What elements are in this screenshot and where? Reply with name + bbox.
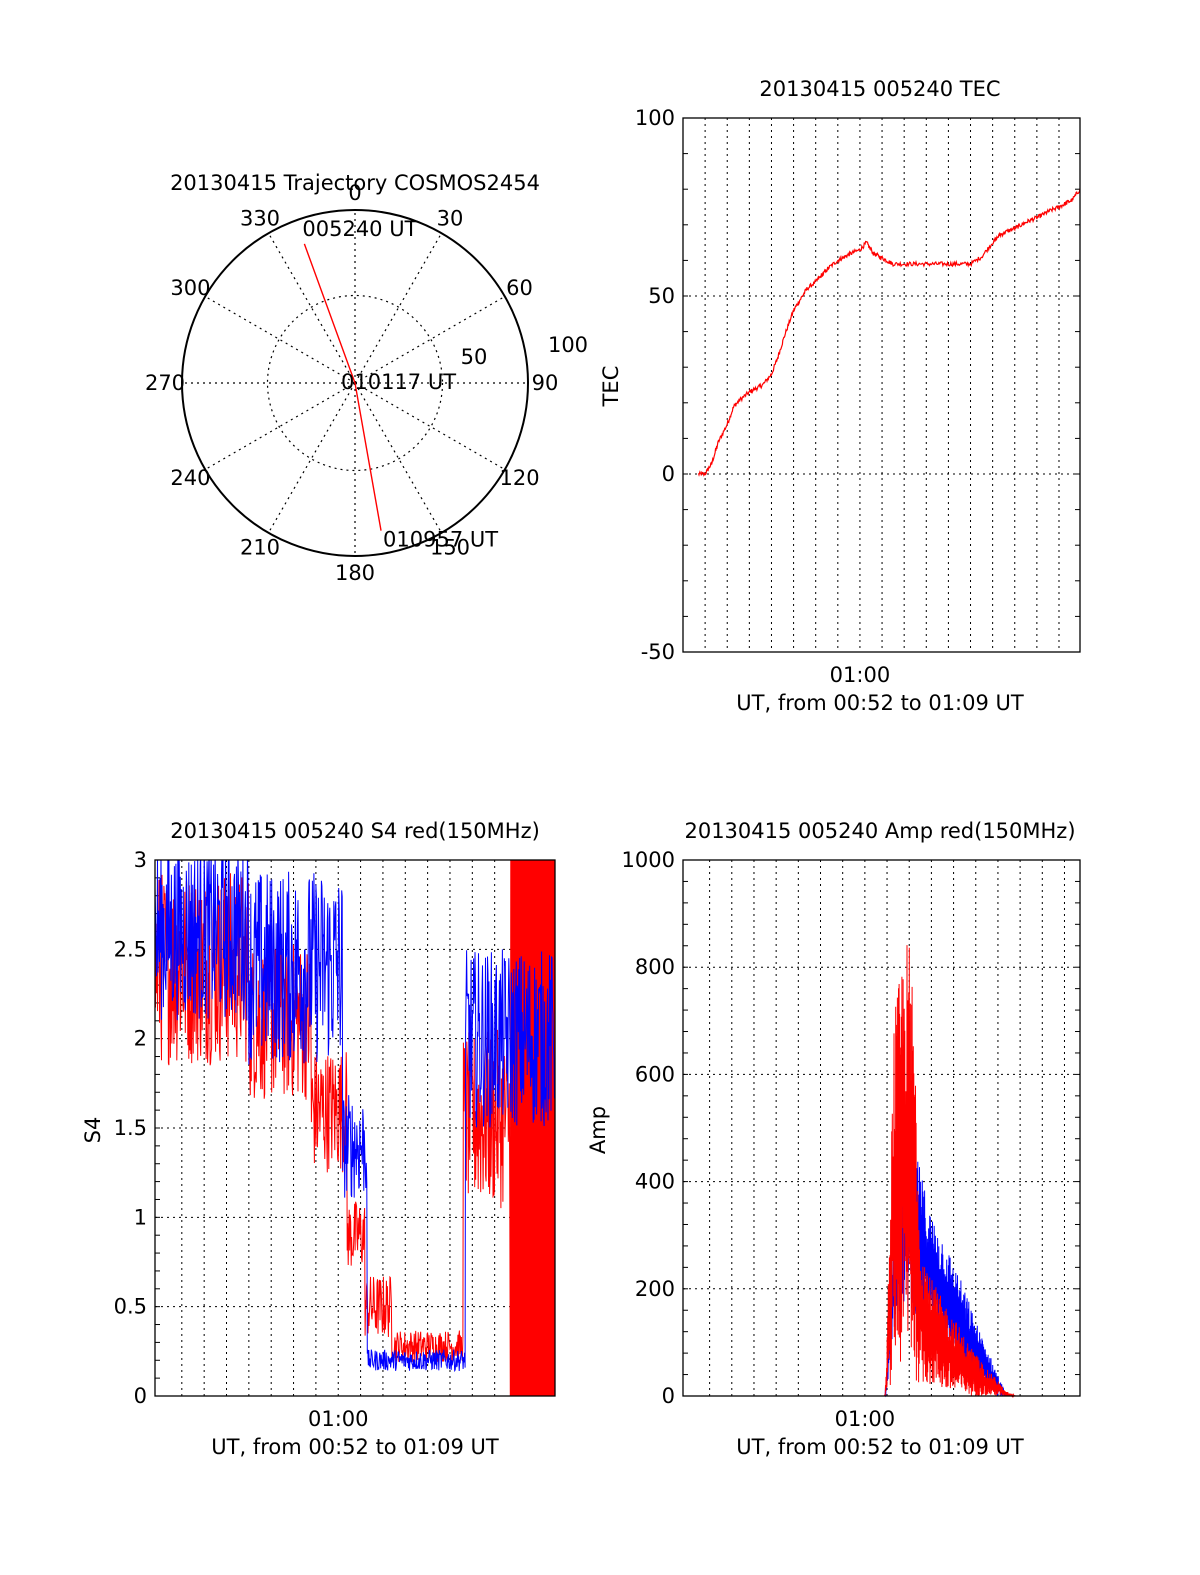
amp-frame — [682, 859, 1081, 1397]
tec-ytick-label: -50 — [641, 640, 675, 664]
trajectory-track — [303, 243, 382, 531]
polar-radial-label: 50 — [461, 345, 488, 369]
trajectory-point-label: 005240 UT — [302, 217, 417, 241]
tec-chart: 20130415 005240 TEC UT, from 00:52 to 01… — [599, 77, 1081, 715]
amp-title: 20130415 005240 Amp red(150MHz) — [684, 819, 1075, 843]
trajectory-point-labels: 005240 UT 010117 UT 010957 UT — [302, 217, 498, 552]
s4-ytick-label: 2 — [134, 1027, 147, 1051]
tec-xtick-label: 01:00 — [830, 663, 891, 687]
polar-spoke — [267, 232, 356, 384]
s4-title: 20130415 005240 S4 red(150MHz) — [170, 819, 540, 843]
tec-ytick-label: 50 — [648, 284, 675, 308]
s4-ytick-label: 3 — [134, 848, 147, 872]
polar-grid — [181, 209, 529, 557]
polar-spoke — [354, 232, 443, 384]
polar-radial-labels: 50 100 — [461, 333, 588, 369]
s4-plot-area: 0 0.5 1 1.5 2 2.5 3 01:00 — [114, 848, 556, 1431]
polar-angle-label: 300 — [170, 276, 210, 300]
amp-ytick-label: 200 — [635, 1277, 675, 1301]
tec-ytick-label: 0 — [662, 462, 675, 486]
polar-inner-circle — [266, 294, 444, 472]
amp-ytick-label: 1000 — [622, 848, 675, 872]
s4-xlabel: UT, from 00:52 to 01:09 UT — [211, 1435, 499, 1459]
s4-ylabel: S4 — [81, 1117, 105, 1144]
polar-spoke — [267, 382, 356, 534]
polar-spoke — [204, 382, 356, 471]
tec-series-line — [697, 189, 1081, 477]
polar-outer-circle — [181, 209, 529, 557]
trajectory-point-label: 010957 UT — [383, 528, 498, 552]
polar-angle-label: 120 — [499, 466, 539, 490]
trajectory-line — [303, 243, 382, 531]
polar-angle-label: 60 — [506, 276, 533, 300]
polar-radial-label: 100 — [548, 333, 588, 357]
polar-angle-labels: 0 30 60 90 120 150 180 210 240 270 300 330 — [145, 181, 558, 585]
polar-spoke — [354, 382, 506, 471]
s4-chart: 20130415 005240 S4 red(150MHz) UT, from … — [81, 819, 556, 1459]
polar-spoke — [354, 382, 443, 534]
s4-series-blue — [155, 860, 555, 1373]
amp-xlabel: UT, from 00:52 to 01:09 UT — [736, 1435, 1024, 1459]
amp-xtick-label: 01:00 — [835, 1407, 896, 1431]
polar-spoke — [354, 295, 506, 384]
amp-ylabel: Amp — [586, 1106, 610, 1154]
amp-plot-area: 0 200 400 600 800 1000 01:00 — [622, 848, 1081, 1431]
trajectory-point-label: 010117 UT — [341, 370, 456, 394]
polar-angle-label: 270 — [145, 371, 185, 395]
polar-angle-label: 30 — [437, 206, 464, 230]
polar-spoke — [204, 295, 356, 384]
tec-xlabel: UT, from 00:52 to 01:09 UT — [736, 691, 1024, 715]
polar-title: 20130415 Trajectory COSMOS2454 — [170, 171, 540, 195]
tec-plot-area: -50 0 50 100 01:00 — [635, 106, 1081, 687]
s4-series-red — [155, 860, 555, 1396]
tec-ytick-label: 100 — [635, 106, 675, 130]
s4-frame — [154, 859, 556, 1397]
s4-ytick-label: 1 — [134, 1205, 147, 1229]
polar-angle-label: 90 — [532, 371, 559, 395]
s4-ytick-label: 2.5 — [114, 937, 147, 961]
amp-chart: 20130415 005240 Amp red(150MHz) UT, from… — [586, 819, 1081, 1459]
s4-ytick-label: 0 — [134, 1384, 147, 1408]
tec-frame — [682, 117, 1081, 653]
tec-ylabel: TEC — [599, 366, 623, 408]
amp-ytick-label: 0 — [662, 1384, 675, 1408]
polar-angle-label: 0 — [348, 181, 361, 205]
polar-angle-label: 210 — [240, 536, 280, 560]
s4-xtick-label: 01:00 — [308, 1407, 369, 1431]
s4-ytick-label: 0.5 — [114, 1295, 147, 1319]
s4-ytick-label: 1.5 — [114, 1116, 147, 1140]
tec-title: 20130415 005240 TEC — [759, 77, 1000, 101]
amp-ytick-label: 400 — [635, 1170, 675, 1194]
polar-angle-label: 240 — [170, 466, 210, 490]
amp-ytick-label: 800 — [635, 955, 675, 979]
amp-ytick-label: 600 — [635, 1062, 675, 1086]
polar-trajectory-chart: 20130415 Trajectory COSMOS2454 0 30 60 90 12… — [145, 171, 588, 585]
polar-angle-label: 150 — [430, 536, 470, 560]
polar-angle-label: 330 — [240, 206, 280, 230]
polar-angle-label: 180 — [335, 561, 375, 585]
